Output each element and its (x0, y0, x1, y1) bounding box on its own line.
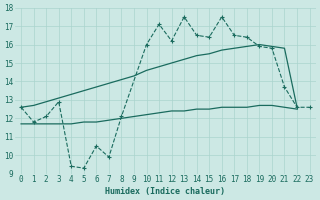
X-axis label: Humidex (Indice chaleur): Humidex (Indice chaleur) (105, 187, 225, 196)
